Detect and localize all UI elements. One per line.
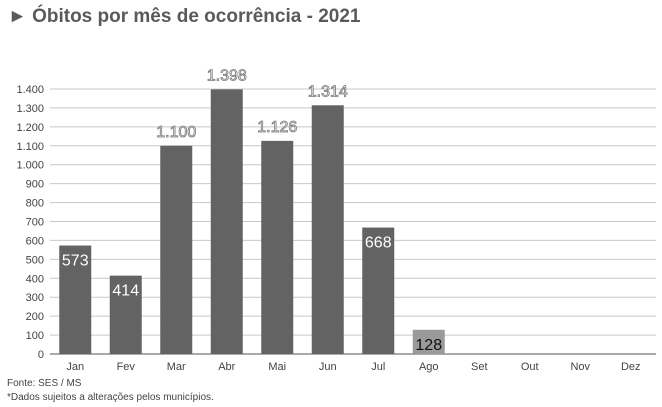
- data-label: 414: [112, 283, 139, 300]
- x-tick-label: Mai: [268, 361, 286, 373]
- y-tick-label: 1.300: [16, 103, 44, 115]
- y-tick-label: 300: [26, 292, 44, 304]
- data-label: 573: [62, 253, 89, 270]
- bar: [311, 105, 344, 355]
- y-tick-label: 500: [26, 254, 44, 266]
- data-label: 1.398: [207, 67, 247, 84]
- x-tick-label: Jun: [319, 361, 337, 373]
- x-tick-label: Abr: [218, 361, 235, 373]
- y-tick-label: 600: [26, 235, 44, 247]
- y-tick-label: 0: [38, 349, 44, 361]
- x-tick-label: Nov: [570, 361, 590, 373]
- y-tick-label: 900: [26, 179, 44, 191]
- data-label: 1.100: [156, 124, 196, 141]
- y-tick-label: 100: [26, 330, 44, 342]
- bar: [160, 145, 193, 354]
- y-tick-label: 400: [26, 273, 44, 285]
- x-tick-label: Dez: [621, 361, 641, 373]
- note-text: *Dados sujeitos a alterações pelos munic…: [7, 392, 214, 403]
- y-tick-label: 700: [26, 217, 44, 229]
- y-tick-label: 1.000: [16, 160, 44, 172]
- y-tick-label: 200: [26, 311, 44, 323]
- bar: [210, 89, 243, 354]
- chart-title: ► Óbitos por mês de ocorrência - 2021: [8, 6, 361, 27]
- data-label: 1.126: [257, 119, 297, 136]
- x-tick-label: Mar: [167, 361, 186, 373]
- bar: [412, 329, 445, 354]
- y-tick-label: 1.100: [16, 141, 44, 153]
- source-text: Fonte: SES / MS: [7, 378, 82, 389]
- data-label: 668: [365, 235, 392, 252]
- bar: [362, 227, 395, 354]
- bar: [59, 245, 92, 354]
- x-tick-label: Jan: [66, 361, 84, 373]
- x-tick-label: Fev: [117, 361, 136, 373]
- x-tick-label: Set: [471, 361, 488, 373]
- y-tick-label: 1.400: [16, 84, 44, 96]
- y-tick-label: 1.200: [16, 122, 44, 134]
- y-tick-label: 800: [26, 198, 44, 210]
- x-tick-label: Ago: [419, 361, 439, 373]
- bar: [261, 140, 294, 354]
- data-label: 128: [415, 337, 442, 354]
- data-label: 1.314: [308, 83, 348, 100]
- bar: [109, 275, 142, 354]
- x-tick-label: Jul: [371, 361, 385, 373]
- x-tick-label: Out: [521, 361, 539, 373]
